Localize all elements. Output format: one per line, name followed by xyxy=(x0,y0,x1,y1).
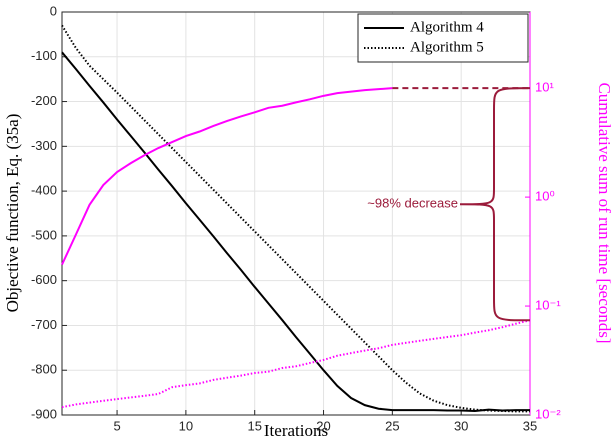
legend-box xyxy=(357,13,529,63)
y-tick-label: 0 xyxy=(50,3,57,18)
y-axis-label: Objective function, Eq. (35a) xyxy=(3,114,22,313)
y2-axis-label: Cumulative sum of run time [seconds] xyxy=(595,82,614,343)
y-tick-label: -600 xyxy=(31,272,57,287)
y2-tick-label: 10¹ xyxy=(535,80,554,95)
x-tick-label: 35 xyxy=(523,418,537,433)
x-tick-label: 30 xyxy=(454,418,468,433)
x-tick-label: 20 xyxy=(316,418,330,433)
x-tick-label: 10 xyxy=(179,418,193,433)
annotation-text: ~98% decrease xyxy=(367,196,458,211)
y-tick-label: -900 xyxy=(31,406,57,421)
x-tick-label: 15 xyxy=(247,418,261,433)
y2-tick-label: 10⁰ xyxy=(535,189,555,204)
series-line xyxy=(61,319,531,409)
x-axis-label: Iterations xyxy=(264,421,328,440)
y-tick-label: -400 xyxy=(31,183,57,198)
series-line xyxy=(61,24,530,413)
legend-label: Algorithm 4 xyxy=(410,19,484,35)
y2-tick-label: 10⁻² xyxy=(535,406,561,421)
brace xyxy=(459,87,531,322)
y2-tick-label: 10⁻¹ xyxy=(535,297,561,312)
x-tick-label: 5 xyxy=(113,418,120,433)
plot-area xyxy=(62,12,530,415)
legend-label: Algorithm 5 xyxy=(410,39,484,55)
y-tick-label: -300 xyxy=(31,138,57,153)
y-tick-label: -800 xyxy=(31,362,57,377)
series-line xyxy=(61,87,393,266)
y-tick-label: -700 xyxy=(31,317,57,332)
series-line xyxy=(61,51,530,412)
y-tick-label: -100 xyxy=(31,48,57,63)
x-tick-label: 25 xyxy=(385,418,399,433)
y-tick-label: -500 xyxy=(31,227,57,242)
y-tick-label: -200 xyxy=(31,93,57,108)
